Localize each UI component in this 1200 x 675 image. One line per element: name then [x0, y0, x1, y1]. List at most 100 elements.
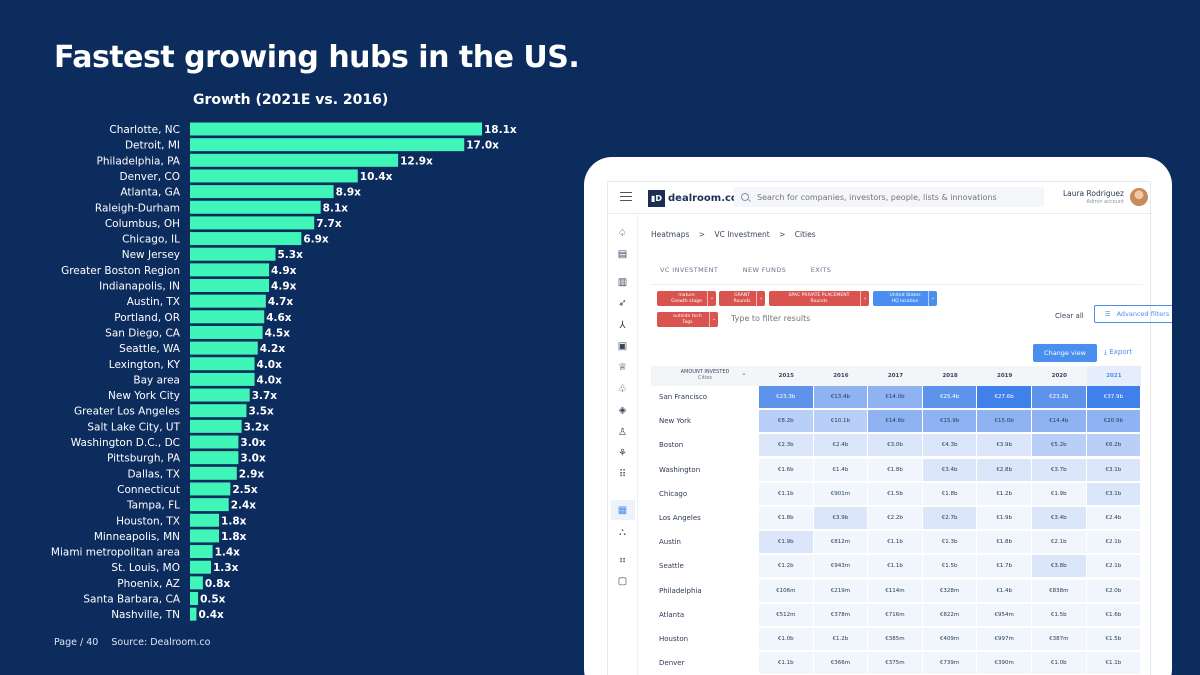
list-icon[interactable]: ▢ [617, 576, 628, 587]
user-info[interactable]: Laura Rodriguez Admin account [1060, 189, 1124, 205]
handshake-icon[interactable]: ⚘ [618, 448, 627, 459]
change-view-button[interactable]: Change view [1033, 344, 1097, 362]
heatmap-cell[interactable]: €6.2b [1086, 434, 1142, 458]
chevron-down-icon[interactable]: ⌄ [756, 291, 765, 306]
heatmap-cell[interactable]: €1.0b [759, 628, 814, 651]
heatmap-cell[interactable]: €375m [868, 652, 923, 675]
filter-chip-united-states[interactable]: United States HQ location ⌄ [873, 291, 937, 306]
city-row-label[interactable]: Boston [659, 441, 684, 450]
export-button[interactable]: ⤓ Export [1104, 348, 1132, 357]
investor-icon[interactable]: ⅄ [619, 320, 626, 331]
search-bar[interactable] [734, 187, 1044, 207]
heatmap-cell[interactable]: €1.2b [813, 628, 869, 651]
heatmap-cell[interactable]: €739m [922, 652, 978, 675]
heatmap-cell[interactable]: €14.0b [868, 386, 923, 409]
heatmap-cell[interactable]: €1.2b [759, 555, 814, 579]
chevron-down-icon[interactable]: ⌄ [709, 312, 718, 327]
heatmap-cell[interactable]: €106m [759, 579, 814, 603]
heatmap-icon[interactable]: ♤ [618, 228, 627, 239]
heatmap-cell[interactable]: €1.9b [1032, 482, 1087, 506]
city-row-label[interactable]: Atlanta [659, 610, 685, 619]
briefcase-icon[interactable]: ▣ [617, 341, 628, 352]
heatmap-cell[interactable]: €3.0b [868, 434, 923, 458]
city-row-label[interactable]: Philadelphia [659, 586, 702, 595]
year-header-2020[interactable]: 2020 [1032, 366, 1087, 386]
heatmap-cell[interactable]: €1.1b [759, 482, 814, 506]
tab-new-funds[interactable]: NEW FUNDS [742, 266, 787, 274]
leaf-icon[interactable]: ♧ [618, 384, 627, 395]
year-header-2018[interactable]: 2018 [922, 366, 978, 386]
people-icon[interactable]: ♙ [618, 427, 627, 438]
heatmap-cell[interactable]: €385m [868, 628, 923, 651]
dealroom-logo[interactable]: ▮D dealroom.co [648, 189, 738, 207]
heatmap-cell[interactable]: €15.0b [977, 410, 1032, 434]
heatmap-cell[interactable]: €14.6b [868, 410, 923, 434]
heatmap-cell[interactable]: €23.2b [1032, 386, 1087, 409]
heatmap-grid-icon[interactable]: ▦ [617, 505, 628, 516]
tab-vc-investment[interactable]: VC INVESTMENT [660, 266, 719, 274]
company-icon[interactable]: ▥ [617, 277, 628, 288]
heatmap-cell[interactable]: €2.4b [813, 434, 869, 458]
chevron-down-icon[interactable]: ⌄ [860, 291, 869, 306]
city-row-label[interactable]: Houston [659, 635, 689, 643]
year-header-2015[interactable]: 2015 [759, 366, 814, 386]
heatmap-cell[interactable]: €1.8b [977, 531, 1032, 555]
heatmap-cell[interactable]: €943m [813, 555, 869, 579]
breadcrumb-heatmaps[interactable]: Heatmaps [651, 230, 690, 239]
city-row-label[interactable]: Los Angeles [659, 514, 701, 522]
heatmap-cell[interactable]: €25.4b [922, 386, 978, 409]
heatmap-cell[interactable]: €954m [977, 603, 1032, 627]
heatmap-cell[interactable]: €1.1b [1086, 652, 1142, 675]
heatmap-cell[interactable]: €3.9b [977, 434, 1032, 458]
heatmap-cell[interactable]: €1.5b [868, 482, 923, 506]
heatmap-cell[interactable]: €4.3b [922, 434, 978, 458]
heatmap-cell[interactable]: €13.4b [813, 386, 869, 409]
heatmap-cell[interactable]: €2.1b [1086, 555, 1142, 579]
heatmap-cell[interactable]: €2.8b [977, 458, 1032, 482]
heatmap-cell[interactable]: €3.1b [1086, 482, 1142, 506]
heatmap-cell[interactable]: €3.7b [1032, 458, 1087, 482]
heatmap-cell[interactable]: €1.0b [1032, 652, 1087, 675]
heatmap-cell[interactable]: €3.9b [813, 507, 869, 530]
heatmap-cell[interactable]: €1.7b [977, 555, 1032, 579]
heatmap-cell[interactable]: €2.4b [1086, 507, 1142, 530]
menu-icon[interactable] [620, 192, 632, 201]
heatmap-cell[interactable]: €328m [922, 579, 978, 603]
heatmap-cell[interactable]: €10.1b [813, 410, 869, 434]
filter-chip-spac[interactable]: SPAC PRIVATE PLACEMENT Rounds ⌄ [769, 291, 869, 306]
city-row-label[interactable]: Chicago [659, 489, 688, 498]
heatmap-cell[interactable]: €1.2b [977, 482, 1032, 506]
heatmap-cell[interactable]: €1.1b [868, 531, 923, 555]
year-header-2021[interactable]: 2021 [1086, 366, 1142, 386]
heatmap-cell[interactable]: €716m [868, 603, 923, 627]
filter-chip-mature[interactable]: mature Growth stage ⌄ [657, 291, 716, 306]
heatmap-cell[interactable]: €1.4b [977, 579, 1032, 603]
year-header-2017[interactable]: 2017 [868, 366, 923, 386]
heatmap-cell[interactable]: €390m [977, 652, 1032, 675]
heatmap-cell[interactable]: €8.2b [759, 410, 814, 434]
chevron-down-icon[interactable]: ⌄ [741, 369, 747, 377]
heatmap-cell[interactable]: €2.1b [1032, 531, 1087, 555]
heatmap-cell[interactable]: €1.8b [922, 482, 978, 506]
city-row-label[interactable]: Denver [659, 659, 685, 668]
chevron-down-icon[interactable]: ⌄ [928, 291, 937, 306]
year-header-2016[interactable]: 2016 [813, 366, 869, 386]
rocket-icon[interactable]: ➶ [618, 298, 627, 309]
heatmap-cell[interactable]: €1.9b [759, 531, 814, 555]
city-row-label[interactable]: New York [659, 417, 692, 426]
heatmap-cell[interactable]: €512m [759, 603, 814, 627]
heatmap-cell[interactable]: €14.4b [1032, 410, 1087, 434]
heatmap-cell[interactable]: €1.1b [759, 652, 814, 675]
heatmap-cell[interactable]: €812m [813, 531, 869, 555]
heatmap-cell[interactable]: €1.5b [1086, 628, 1142, 651]
year-header-2019[interactable]: 2019 [977, 366, 1032, 386]
city-row-label[interactable]: Austin [659, 538, 681, 547]
heatmap-cell[interactable]: €20.9b [1086, 410, 1142, 434]
heatmap-cell[interactable]: €1.5b [922, 555, 978, 579]
heatmap-cell[interactable]: €219m [813, 579, 869, 603]
heatmap-cell[interactable]: €1.9b [977, 507, 1032, 530]
breadcrumb-vc-investment[interactable]: VC Investment [714, 230, 770, 239]
filter-input[interactable] [731, 314, 931, 323]
heatmap-cell[interactable]: €901m [813, 482, 869, 506]
heatmap-cell[interactable]: €366m [813, 652, 869, 675]
